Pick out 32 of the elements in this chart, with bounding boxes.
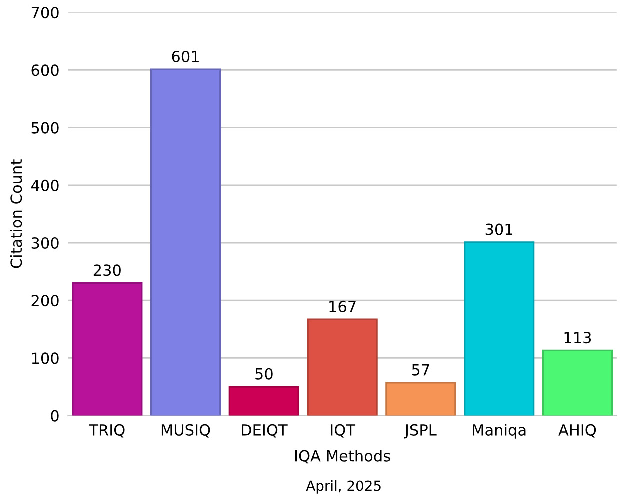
x-tick-label: DEIQT xyxy=(242,424,288,438)
y-tick-label: 300 xyxy=(32,237,59,250)
y-tick-label: 100 xyxy=(32,352,59,364)
x-tick-label: Maniqa xyxy=(473,424,526,439)
bar xyxy=(150,68,222,416)
text: April, 2025 xyxy=(306,480,381,494)
y-tick-label: 600 xyxy=(32,64,59,76)
data-label: 57 xyxy=(412,364,430,376)
bar xyxy=(542,350,614,416)
data-label: 50 xyxy=(256,368,273,380)
y-tick-label: 500 xyxy=(32,122,59,134)
x-tick-label: JSPL xyxy=(404,424,437,439)
x-tick-label: AHIQ xyxy=(558,424,596,438)
data-label: 230 xyxy=(94,264,121,276)
bar xyxy=(228,386,300,416)
y-tick-label: 700 xyxy=(32,7,59,19)
data-label: 601 xyxy=(172,50,199,62)
y-tick-label: 0 xyxy=(51,410,59,422)
bar xyxy=(307,318,378,416)
x-tick-label: IQT xyxy=(331,424,356,438)
x-axis-title: IQA Methods xyxy=(296,450,390,464)
x-tick-label: TRIQ xyxy=(89,424,125,438)
bar xyxy=(386,382,456,416)
data-label: 167 xyxy=(330,300,356,312)
bar xyxy=(464,242,535,416)
y-tick-label: 200 xyxy=(32,295,59,307)
bar xyxy=(72,282,143,416)
y-axis-title: Citation Count xyxy=(10,160,22,268)
y-tick-label: 400 xyxy=(31,180,59,192)
data-label: 113 xyxy=(564,332,592,344)
x-tick-label: MUSIQ xyxy=(162,424,210,438)
data-label: 301 xyxy=(486,224,512,236)
